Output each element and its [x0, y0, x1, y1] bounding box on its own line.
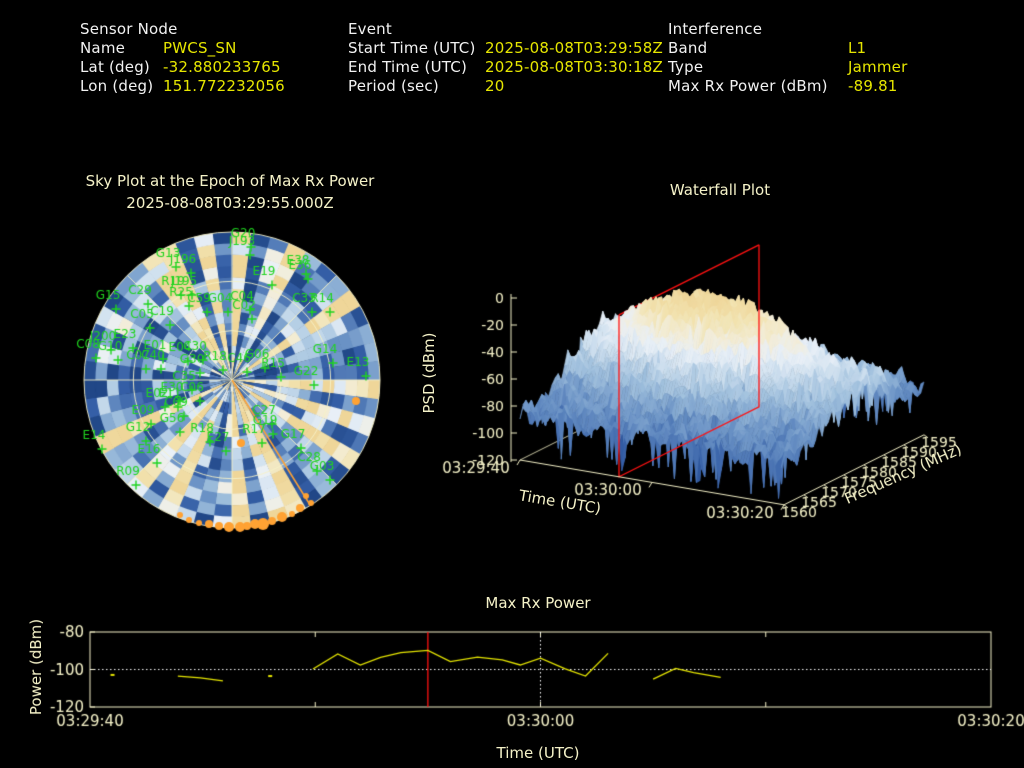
- interference-power-label: Max Rx Power (dBm): [668, 77, 828, 95]
- sensor-name-label: Name: [80, 39, 126, 57]
- event-start-row: Start Time (UTC) 2025-08-08T03:29:58Z: [348, 39, 663, 58]
- power-plot-x-axis-label: Time (UTC): [496, 744, 580, 762]
- interference-title: Interference: [668, 20, 763, 38]
- interference-type-value: Jammer: [848, 58, 908, 76]
- sensor-lat-row: Lat (deg) -32.880233765: [80, 58, 285, 77]
- interference-band-label: Band: [668, 39, 708, 57]
- waterfall-psd-axis-label: PSD (dBm): [420, 332, 438, 414]
- sensor-node-panel: Sensor Node Name PWCS_SN Lat (deg) -32.880…: [80, 20, 285, 96]
- interference-band-value: L1: [848, 39, 867, 57]
- sensor-lon-value: 151.772232056: [163, 77, 285, 95]
- event-end-value: 2025-08-08T03:30:18Z: [485, 58, 663, 76]
- power-plot-title: Max Rx Power: [485, 594, 591, 612]
- sensor-name-value: PWCS_SN: [163, 39, 237, 57]
- event-start-value: 2025-08-08T03:29:58Z: [485, 39, 663, 57]
- event-start-label: Start Time (UTC): [348, 39, 476, 57]
- interference-power-row: Max Rx Power (dBm) -89.81: [668, 77, 907, 96]
- sensor-lat-label: Lat (deg): [80, 58, 150, 76]
- interference-panel: Interference Band L1 Type Jammer Max Rx Po…: [668, 20, 907, 96]
- sensor-lon-label: Lon (deg): [80, 77, 154, 95]
- event-title: Event: [348, 20, 392, 38]
- sensor-lon-row: Lon (deg) 151.772232056: [80, 77, 285, 96]
- sensor-node-title: Sensor Node: [80, 20, 178, 38]
- sensor-lat-value: -32.880233765: [163, 58, 281, 76]
- interference-type-label: Type: [668, 58, 704, 76]
- waterfall-title: Waterfall Plot: [669, 181, 771, 199]
- power-plot-y-axis-label: Power (dBm): [27, 618, 45, 716]
- sky-plot-epoch: 2025-08-08T03:29:55.000Z: [126, 194, 334, 212]
- event-end-label: End Time (UTC): [348, 58, 467, 76]
- event-period-row: Period (sec) 20: [348, 77, 663, 96]
- event-period-value: 20: [485, 77, 505, 95]
- interference-power-value: -89.81: [848, 77, 898, 95]
- sensor-name-row: Name PWCS_SN: [80, 39, 285, 58]
- event-end-row: End Time (UTC) 2025-08-08T03:30:18Z: [348, 58, 663, 77]
- interference-type-row: Type Jammer: [668, 58, 907, 77]
- interference-band-row: Band L1: [668, 39, 907, 58]
- event-period-label: Period (sec): [348, 77, 439, 95]
- event-panel: Event Start Time (UTC) 2025-08-08T03:29:5…: [348, 20, 663, 96]
- sky-plot-title: Sky Plot at the Epoch of Max Rx Power: [85, 172, 375, 190]
